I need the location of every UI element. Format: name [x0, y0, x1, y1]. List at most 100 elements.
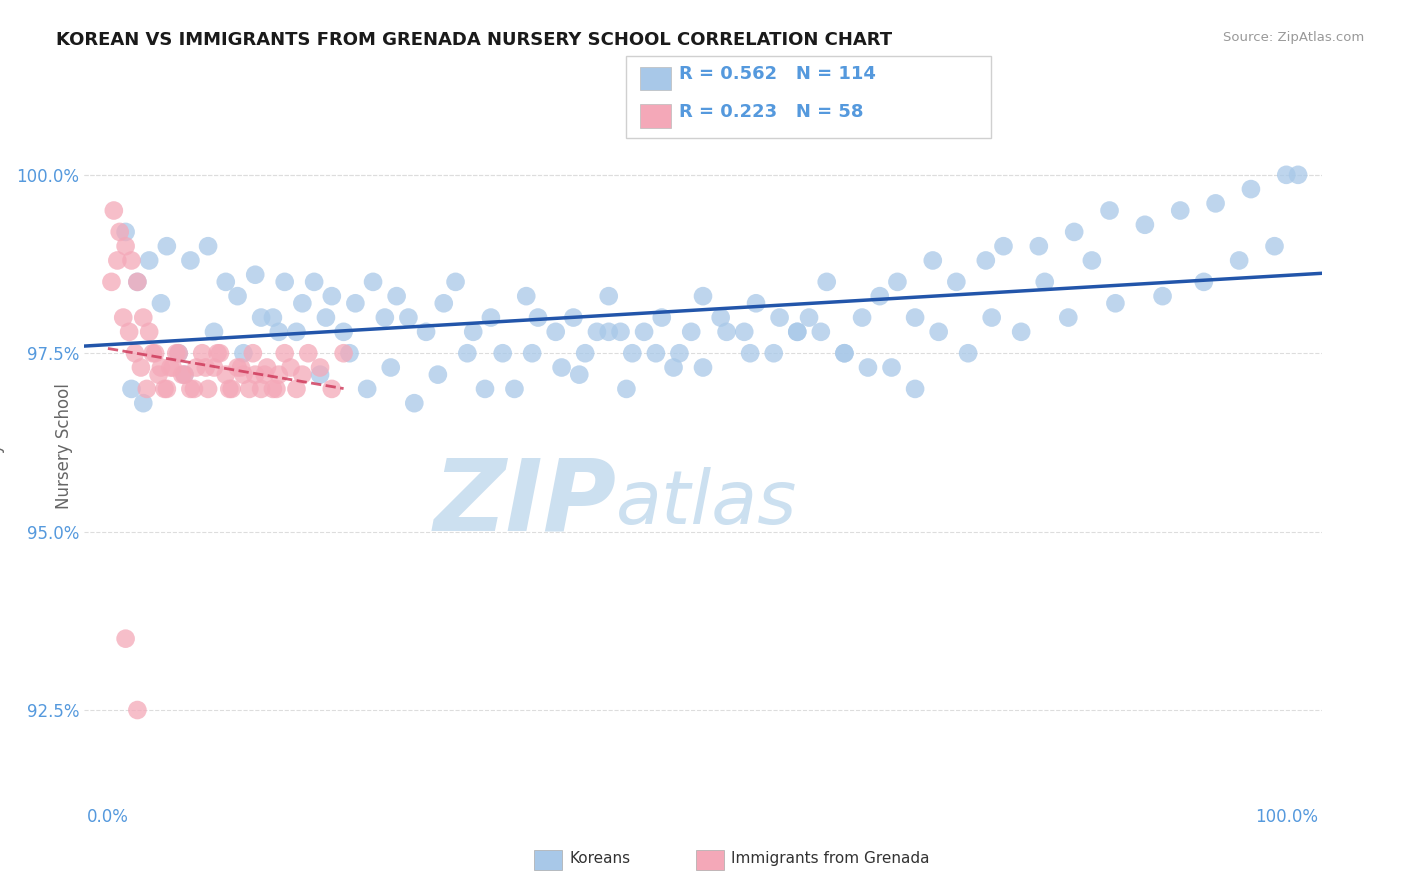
Point [520, 346, 543, 360]
Point [768, 310, 790, 325]
Point [242, 346, 264, 360]
Point [797, 310, 820, 325]
Point [492, 346, 515, 360]
Point [374, 310, 396, 325]
Point [167, 346, 190, 360]
Point [745, 296, 768, 310]
Point [692, 360, 714, 375]
Point [385, 289, 408, 303]
Point [309, 360, 332, 375]
Point [928, 325, 950, 339]
Point [1205, 196, 1227, 211]
Point [156, 382, 179, 396]
Point [957, 346, 980, 360]
Point [297, 346, 319, 360]
Point [280, 360, 302, 375]
Point [112, 310, 135, 325]
Point [361, 275, 384, 289]
Point [1275, 168, 1298, 182]
Point [1133, 218, 1156, 232]
Point [1152, 289, 1174, 303]
Point [309, 368, 332, 382]
Point [1168, 203, 1191, 218]
Point [302, 275, 325, 289]
Point [179, 382, 201, 396]
Point [100, 275, 122, 289]
Point [904, 310, 927, 325]
Point [609, 325, 631, 339]
Point [851, 310, 873, 325]
Point [716, 325, 738, 339]
Point [156, 239, 179, 253]
Point [651, 310, 673, 325]
Point [165, 346, 187, 360]
Point [568, 368, 591, 382]
Text: KOREAN VS IMMIGRANTS FROM GRENADA NURSERY SCHOOL CORRELATION CHART: KOREAN VS IMMIGRANTS FROM GRENADA NURSER… [56, 31, 893, 49]
Point [762, 346, 785, 360]
Point [221, 382, 243, 396]
Point [291, 296, 314, 310]
Point [433, 296, 456, 310]
Point [173, 368, 195, 382]
Point [1063, 225, 1085, 239]
Point [344, 296, 367, 310]
Point [544, 325, 567, 339]
Point [207, 346, 229, 360]
Point [332, 346, 354, 360]
Point [159, 360, 181, 375]
Point [250, 310, 273, 325]
Point [810, 325, 832, 339]
Point [183, 382, 205, 396]
Point [273, 275, 295, 289]
Point [834, 346, 856, 360]
Point [616, 382, 638, 396]
Point [562, 310, 585, 325]
Point [121, 382, 143, 396]
Point [138, 253, 160, 268]
Y-axis label: Nursery School: Nursery School [0, 383, 6, 509]
Point [633, 325, 655, 339]
Point [253, 368, 276, 382]
Point [315, 310, 337, 325]
Point [229, 360, 252, 375]
Point [786, 325, 808, 339]
Point [285, 325, 308, 339]
Point [124, 346, 146, 360]
Point [218, 382, 240, 396]
Point [149, 296, 172, 310]
Point [197, 239, 219, 253]
Point [148, 368, 170, 382]
Point [245, 368, 267, 382]
Point [191, 346, 214, 360]
Point [105, 253, 128, 268]
Point [194, 360, 217, 375]
Point [479, 310, 502, 325]
Point [503, 382, 526, 396]
Point [121, 253, 143, 268]
Point [108, 225, 131, 239]
Point [153, 382, 176, 396]
Point [262, 310, 284, 325]
Point [273, 346, 295, 360]
Point [880, 360, 903, 375]
Point [1227, 253, 1250, 268]
Point [197, 382, 219, 396]
Point [332, 325, 354, 339]
Point [515, 289, 537, 303]
Text: Immigrants from Grenada: Immigrants from Grenada [731, 852, 929, 866]
Point [238, 382, 260, 396]
Point [426, 368, 449, 382]
Point [1240, 182, 1263, 196]
Point [103, 203, 125, 218]
Point [415, 325, 437, 339]
Point [974, 253, 997, 268]
Point [681, 325, 703, 339]
Point [586, 325, 609, 339]
Point [1057, 310, 1080, 325]
Point [1104, 296, 1126, 310]
Point [321, 289, 343, 303]
Point [127, 275, 149, 289]
Point [172, 368, 194, 382]
Point [921, 253, 943, 268]
Point [291, 368, 314, 382]
